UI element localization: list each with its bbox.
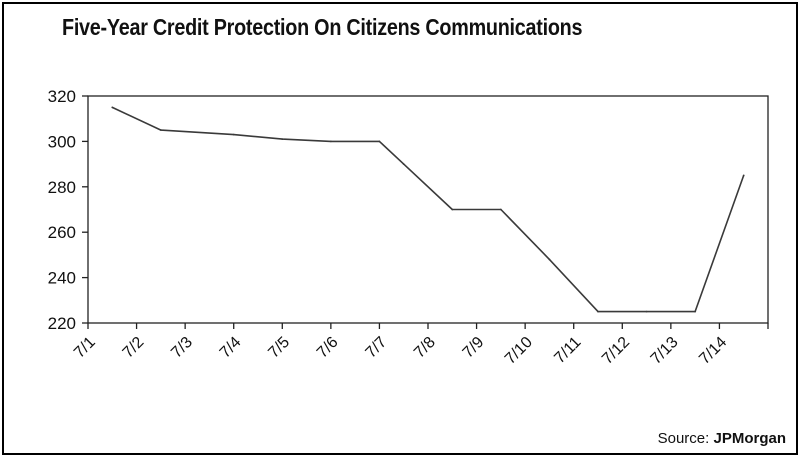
- x-tick-label: 7/8: [411, 334, 439, 362]
- source-note: Source: JPMorgan: [658, 430, 786, 447]
- x-tick-label: 7/14: [696, 334, 730, 368]
- data-point: [694, 310, 697, 313]
- chart-title: Five-Year Credit Protection On Citizens …: [62, 14, 583, 40]
- x-tick-label: 7/13: [648, 334, 682, 368]
- data-point: [281, 138, 284, 141]
- y-tick-label: 260: [48, 223, 76, 242]
- x-tick-label: 7/7: [363, 334, 391, 362]
- x-tick-label: 7/12: [599, 334, 633, 368]
- x-tick-label: 7/9: [460, 334, 488, 362]
- data-point: [597, 310, 599, 313]
- x-axis-ticks: 7/1 7/2 7/3 7/4 7/5 7/6 7/7 7/8 7/9 7/10 7/11 7/12 7…: [71, 323, 769, 368]
- x-tick-label: 7/10: [502, 334, 536, 368]
- y-axis-ticks: 220 240 260 280 300 320: [48, 87, 88, 333]
- data-point: [645, 310, 648, 313]
- chart-axes: [87, 95, 769, 324]
- x-tick-label: 7/6: [314, 334, 342, 362]
- y-tick-label: 220: [48, 314, 76, 333]
- plot-area-border: [87, 95, 769, 324]
- x-tick-label: 7/2: [120, 334, 148, 362]
- data-point: [378, 140, 381, 143]
- source-label: Source:: [657, 430, 710, 447]
- data-point: [451, 208, 454, 211]
- series-group: [111, 106, 745, 313]
- x-tick-label: 7/1: [71, 334, 99, 362]
- source-name: JPMorgan: [713, 430, 786, 447]
- data-point: [742, 174, 745, 177]
- data-point: [402, 163, 405, 166]
- y-tick-label: 300: [48, 132, 76, 151]
- y-tick-label: 240: [48, 269, 76, 288]
- data-point: [329, 140, 332, 143]
- y-tick-label: 320: [48, 87, 76, 106]
- data-point: [159, 129, 162, 131]
- data-point: [111, 106, 114, 109]
- x-tick-label: 7/3: [168, 334, 196, 362]
- data-point: [548, 258, 551, 261]
- x-tick-label: 7/5: [265, 334, 293, 362]
- series-line: [111, 106, 745, 313]
- y-tick-label: 280: [48, 178, 76, 197]
- data-point: [499, 208, 502, 211]
- x-tick-label: 7/11: [551, 334, 584, 367]
- data-point: [232, 133, 235, 136]
- x-tick-label: 7/4: [217, 334, 245, 362]
